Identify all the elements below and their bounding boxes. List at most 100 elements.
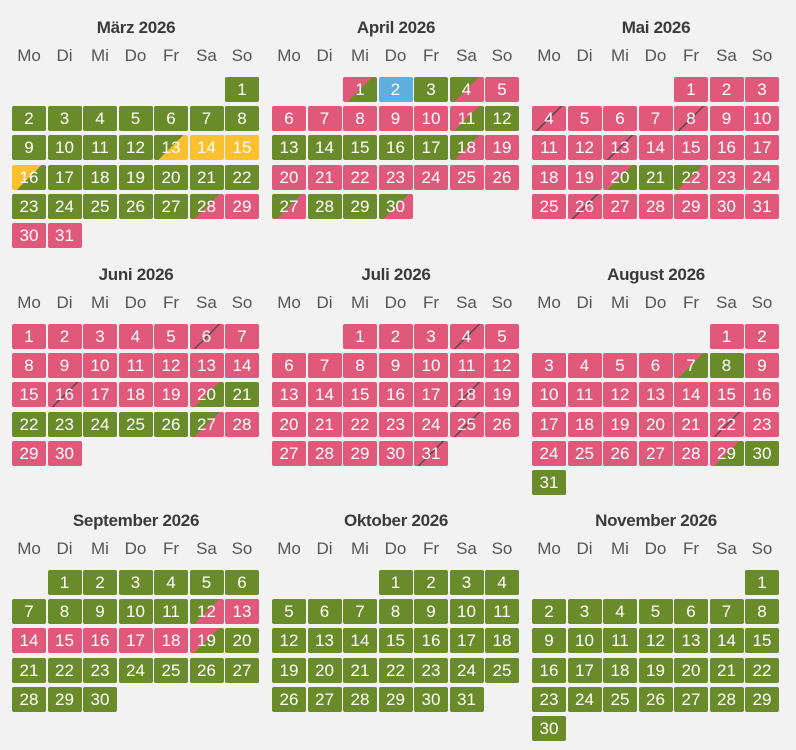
day-cell[interactable]: 1 [674,77,708,102]
day-cell[interactable]: 14 [343,628,377,654]
day-cell[interactable]: 6 [225,570,259,595]
day-cell[interactable]: 15 [12,382,46,408]
day-cell[interactable]: 26 [118,193,153,219]
day-cell[interactable]: 30 [83,686,117,712]
day-cell[interactable]: 10 [449,599,484,625]
day-cell[interactable]: 19 [603,411,637,437]
day-cell[interactable]: 4 [449,77,484,102]
day-cell[interactable]: 22 [709,411,744,437]
day-cell[interactable]: 7 [307,353,342,379]
day-cell[interactable]: 28 [12,686,46,712]
day-cell[interactable]: 17 [532,411,566,437]
day-cell[interactable]: 23 [532,686,566,712]
day-cell[interactable]: 11 [567,382,602,408]
day-cell[interactable]: 30 [378,193,413,219]
day-cell[interactable]: 4 [532,106,566,132]
day-cell[interactable]: 2 [709,77,744,102]
day-cell[interactable]: 23 [378,411,413,437]
day-cell[interactable]: 22 [674,164,708,190]
day-cell[interactable]: 23 [378,164,413,190]
day-cell[interactable]: 30 [709,193,744,219]
day-cell[interactable]: 4 [118,324,153,349]
day-cell[interactable]: 15 [674,135,708,161]
day-cell[interactable]: 18 [449,135,484,161]
day-cell[interactable]: 20 [307,657,342,683]
day-cell[interactable]: 3 [745,77,779,102]
day-cell[interactable]: 6 [307,599,342,625]
day-cell[interactable]: 15 [225,135,259,161]
day-cell[interactable]: 24 [745,164,779,190]
day-cell[interactable]: 26 [567,193,602,219]
day-cell[interactable]: 9 [532,628,566,654]
day-cell[interactable]: 13 [272,135,306,161]
day-cell[interactable]: 25 [118,411,153,437]
day-cell[interactable]: 6 [674,599,708,625]
day-cell[interactable]: 12 [485,353,519,379]
day-cell[interactable]: 26 [638,686,673,712]
day-cell[interactable]: 2 [378,324,413,349]
day-cell[interactable]: 7 [674,353,708,379]
day-cell[interactable]: 29 [343,193,377,219]
day-cell[interactable]: 28 [225,411,259,437]
day-cell[interactable]: 11 [154,599,188,625]
day-cell[interactable]: 1 [12,324,46,349]
day-cell[interactable]: 19 [485,382,519,408]
day-cell[interactable]: 18 [154,628,188,654]
day-cell[interactable]: 13 [189,353,224,379]
day-cell[interactable]: 24 [567,686,602,712]
day-cell[interactable]: 16 [47,382,82,408]
day-cell[interactable]: 12 [272,628,306,654]
day-cell[interactable]: 30 [745,440,779,466]
day-cell[interactable]: 21 [638,164,673,190]
day-cell[interactable]: 8 [709,353,744,379]
day-cell[interactable]: 24 [414,164,448,190]
day-cell[interactable]: 24 [414,411,448,437]
day-cell[interactable]: 15 [47,628,82,654]
day-cell[interactable]: 7 [12,599,46,625]
day-cell[interactable]: 14 [674,382,708,408]
day-cell[interactable]: 17 [414,135,448,161]
day-cell[interactable]: 23 [83,657,117,683]
day-cell[interactable]: 16 [83,628,117,654]
day-cell[interactable]: 20 [189,382,224,408]
day-cell[interactable]: 3 [567,599,602,625]
day-cell[interactable]: 31 [532,470,566,495]
day-cell[interactable]: 28 [307,193,342,219]
day-cell[interactable]: 5 [638,599,673,625]
day-cell[interactable]: 2 [414,570,448,595]
day-cell[interactable]: 29 [745,686,779,712]
day-cell[interactable]: 11 [83,135,117,161]
day-cell[interactable]: 1 [378,570,413,595]
day-cell[interactable]: 7 [225,324,259,349]
day-cell[interactable]: 24 [449,657,484,683]
day-cell[interactable]: 26 [485,411,519,437]
day-cell[interactable]: 25 [449,411,484,437]
day-cell[interactable]: 25 [532,193,566,219]
day-cell[interactable]: 7 [307,106,342,132]
day-cell[interactable]: 12 [154,353,188,379]
day-cell[interactable]: 6 [603,106,637,132]
day-cell[interactable]: 2 [532,599,566,625]
day-cell[interactable]: 11 [532,135,566,161]
day-cell[interactable]: 18 [485,628,519,654]
day-cell[interactable]: 20 [154,164,188,190]
day-cell[interactable]: 18 [603,657,637,683]
day-cell[interactable]: 16 [532,657,566,683]
day-cell[interactable]: 29 [709,440,744,466]
day-cell[interactable]: 13 [272,382,306,408]
day-cell[interactable]: 3 [83,324,117,349]
day-cell[interactable]: 13 [307,628,342,654]
day-cell[interactable]: 8 [674,106,708,132]
day-cell[interactable]: 8 [47,599,82,625]
day-cell[interactable]: 19 [118,164,153,190]
day-cell[interactable]: 6 [154,106,188,132]
day-cell[interactable]: 25 [485,657,519,683]
day-cell[interactable]: 22 [225,164,259,190]
day-cell[interactable]: 12 [189,599,224,625]
day-cell[interactable]: 27 [189,411,224,437]
day-cell[interactable]: 2 [378,77,413,102]
day-cell[interactable]: 5 [154,324,188,349]
day-cell[interactable]: 31 [414,440,448,466]
day-cell[interactable]: 24 [47,193,82,219]
day-cell[interactable]: 31 [47,223,82,248]
